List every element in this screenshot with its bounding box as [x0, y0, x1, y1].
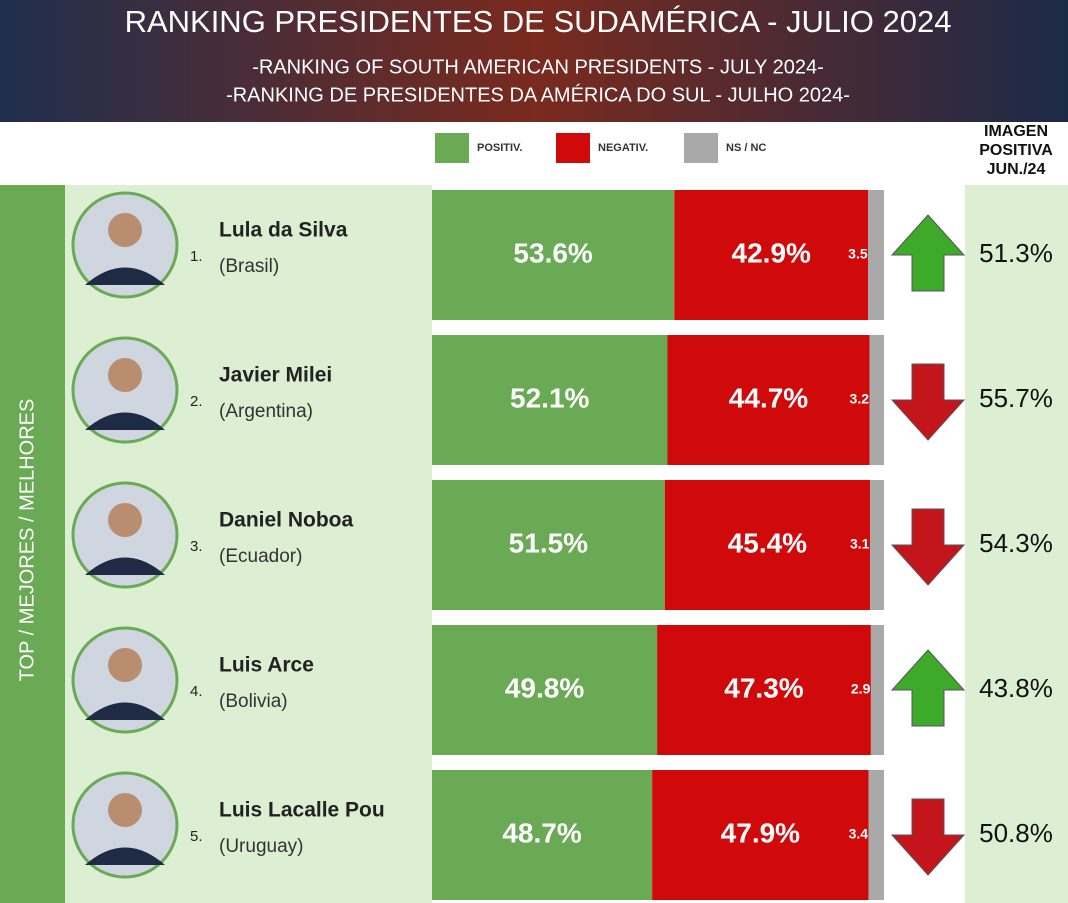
president-name: Luis Arce: [219, 654, 314, 677]
bar-segment: [432, 335, 668, 465]
previous-header: JUN./24: [987, 161, 1046, 178]
rank: 5.: [190, 828, 203, 845]
arrow-down: [890, 798, 966, 876]
arrow-up: [890, 214, 966, 292]
bar-segment: [664, 480, 870, 610]
arrow-up: [890, 649, 966, 727]
legend-label: NS / NC: [726, 142, 766, 154]
legend-swatch: [435, 133, 469, 163]
bar-segment: [652, 770, 869, 900]
president-name: Daniel Noboa: [219, 509, 354, 532]
portrait-head: [108, 793, 142, 827]
title: RANKING PRESIDENTES DE SUDAMÉRICA - JULI…: [125, 4, 952, 39]
president-name: Luis Lacalle Pou: [219, 799, 385, 822]
side-strip: [0, 185, 65, 903]
country: (Argentina): [219, 401, 313, 422]
value-label: 48.7%: [502, 817, 581, 848]
subtitle: -RANKING OF SOUTH AMERICAN PRESIDENTS - …: [252, 56, 824, 78]
portrait-body: [85, 557, 165, 575]
bar-segment: [657, 625, 871, 755]
portrait-head: [108, 648, 142, 682]
bar-segment: [868, 190, 884, 320]
value-label: 44.7%: [729, 382, 808, 413]
president-name: Lula da Silva: [219, 219, 348, 242]
bar-segment: [868, 770, 884, 900]
header-background: [0, 0, 1068, 122]
value-label: 47.9%: [721, 817, 800, 848]
portrait-head: [108, 503, 142, 537]
bar-segment: [667, 335, 870, 465]
previous-value: 54.3%: [979, 528, 1053, 558]
value-label: 42.9%: [732, 237, 811, 268]
value-label: 51.5%: [509, 527, 588, 558]
bar-segment: [432, 770, 653, 900]
previous-value: 55.7%: [979, 383, 1053, 413]
value-label: 47.3%: [724, 672, 803, 703]
country: (Brasil): [219, 256, 279, 277]
arrow-down: [890, 363, 966, 441]
bar-segment: [432, 480, 665, 610]
value-label: 53.6%: [513, 237, 592, 268]
bar-segment: [432, 190, 675, 320]
legend-label: NEGATIV.: [598, 142, 648, 154]
legend-label: POSITIV.: [477, 142, 522, 154]
value-label: 3.1: [850, 536, 870, 552]
portrait-body: [85, 847, 165, 865]
legend-swatch: [684, 133, 718, 163]
country: (Bolivia): [219, 691, 288, 712]
portrait-body: [85, 267, 165, 285]
value-label: 3.2: [850, 391, 870, 407]
previous-background: [965, 185, 1068, 903]
bar-segment: [869, 335, 884, 465]
side-label: TOP / MEJORES / MELHORES: [16, 399, 38, 682]
rank: 4.: [190, 683, 203, 700]
rank: 1.: [190, 248, 203, 265]
president-name: Javier Milei: [219, 364, 332, 387]
portrait-head: [108, 358, 142, 392]
country: (Uruguay): [219, 836, 303, 857]
value-label: 3.4: [849, 826, 869, 842]
portrait-body: [85, 702, 165, 720]
legend-swatch: [556, 133, 590, 163]
portrait-head: [108, 213, 142, 247]
subtitle: -RANKING DE PRESIDENTES DA AMÉRICA DO SU…: [226, 83, 850, 106]
bar-segment: [869, 480, 884, 610]
rank: 2.: [190, 393, 203, 410]
bar-segment: [674, 190, 869, 320]
bar-segment: [432, 625, 658, 755]
value-label: 2.9: [851, 681, 871, 697]
rank: 3.: [190, 538, 203, 555]
value-label: 45.4%: [728, 527, 807, 558]
value-label: 52.1%: [510, 382, 589, 413]
country: (Ecuador): [219, 546, 302, 567]
previous-header: IMAGEN: [984, 123, 1048, 140]
portrait-body: [85, 412, 165, 430]
previous-value: 50.8%: [979, 818, 1053, 848]
value-label: 3.5: [848, 246, 868, 262]
previous-value: 43.8%: [979, 673, 1053, 703]
value-label: 49.8%: [505, 672, 584, 703]
previous-value: 51.3%: [979, 238, 1053, 268]
previous-header: POSITIVA: [979, 142, 1053, 159]
bar-segment: [870, 625, 884, 755]
arrow-down: [890, 508, 966, 586]
